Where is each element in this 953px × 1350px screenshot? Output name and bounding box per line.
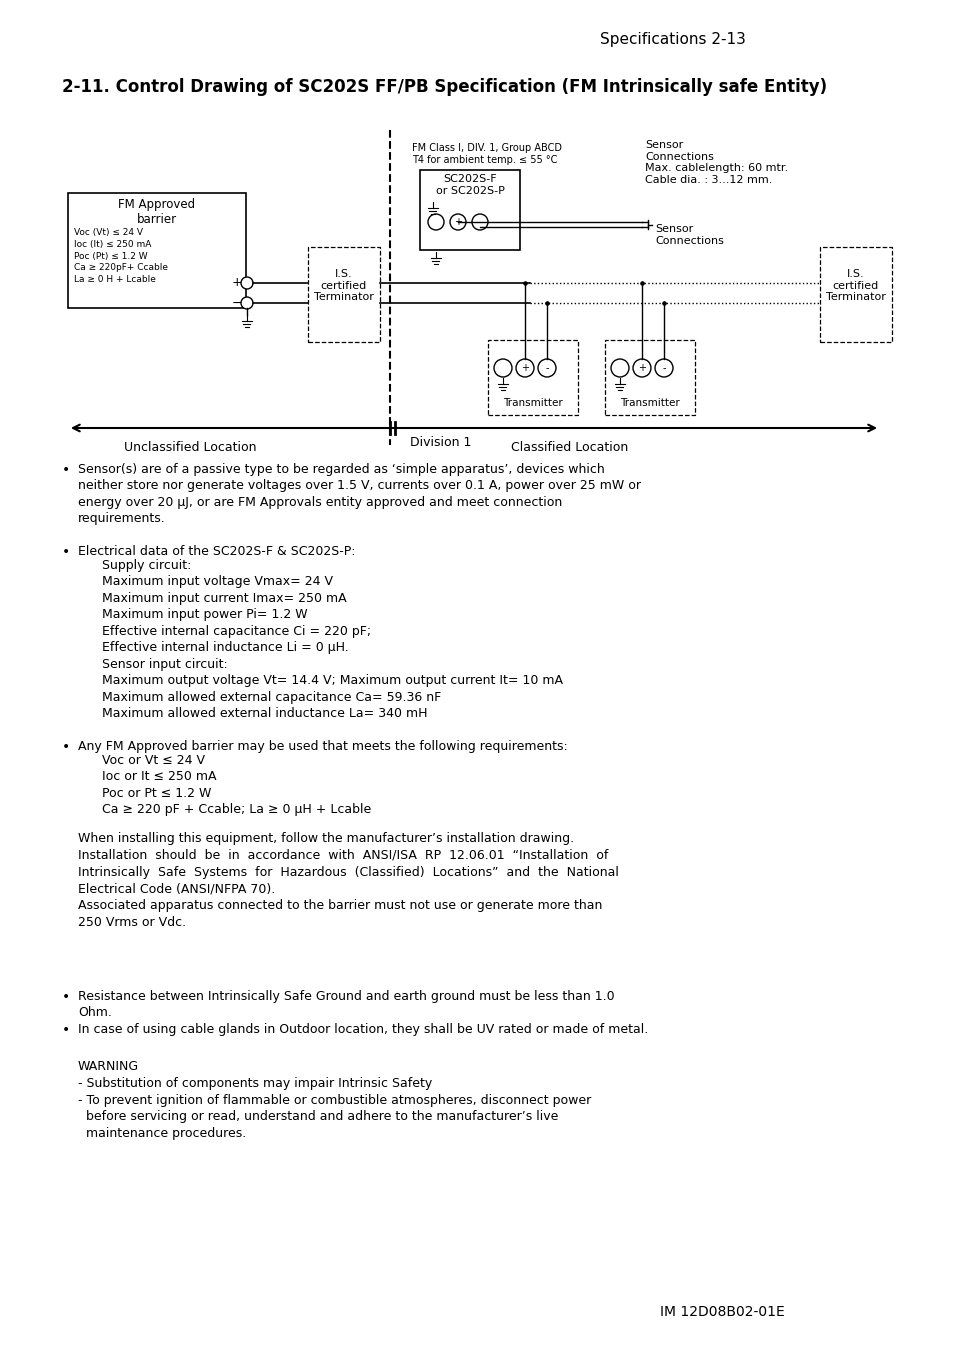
Text: Transmitter: Transmitter: [619, 398, 679, 408]
Text: In case of using cable glands in Outdoor location, they shall be UV rated or mad: In case of using cable glands in Outdoor…: [78, 1023, 648, 1035]
Text: I.S.
certified
Terminator: I.S. certified Terminator: [314, 269, 374, 302]
Text: •: •: [62, 463, 71, 477]
Text: SC202S-F
or SC202S-P: SC202S-F or SC202S-P: [436, 174, 504, 196]
Text: +: +: [520, 363, 529, 373]
Text: Sensor
Connections: Sensor Connections: [655, 224, 723, 246]
Bar: [488, 340, 578, 414]
Text: FM Approved
barrier: FM Approved barrier: [118, 198, 195, 225]
Text: Voc (Vt) ≤ 24 V
Ioc (It) ≤ 250 mA
Poc (Pt) ≤ 1.2 W
Ca ≥ 220pF+ Ccable
La ≥ 0 H +: Voc (Vt) ≤ 24 V Ioc (It) ≤ 250 mA Poc (P…: [74, 228, 168, 285]
Text: Voc or Vt ≤ 24 V
      Ioc or It ≤ 250 mA
      Poc or Pt ≤ 1.2 W
      Ca ≥ 220: Voc or Vt ≤ 24 V Ioc or It ≤ 250 mA Poc …: [78, 755, 371, 817]
Text: •: •: [62, 990, 71, 1004]
Circle shape: [241, 297, 253, 309]
Circle shape: [537, 359, 556, 377]
Text: •: •: [62, 545, 71, 559]
Text: Division 1: Division 1: [410, 436, 471, 450]
Text: Supply circuit:
      Maximum input voltage Vmax= 24 V
      Maximum input curre: Supply circuit: Maximum input voltage Vm…: [78, 559, 562, 721]
Bar: [68, 193, 246, 308]
Text: -: -: [477, 217, 481, 227]
Text: When installing this equipment, follow the manufacturer’s installation drawing.
: When installing this equipment, follow t…: [78, 832, 618, 929]
Bar: [604, 340, 695, 414]
Text: Sensor(s) are of a passive type to be regarded as ‘simple apparatus’, devices wh: Sensor(s) are of a passive type to be re…: [78, 463, 640, 525]
Circle shape: [450, 215, 465, 230]
Text: •: •: [62, 740, 71, 755]
Circle shape: [633, 359, 650, 377]
Text: −: −: [232, 297, 242, 309]
Text: +: +: [638, 363, 645, 373]
Circle shape: [516, 359, 534, 377]
Circle shape: [428, 215, 443, 230]
Text: Specifications 2-13: Specifications 2-13: [599, 32, 745, 47]
Text: +: +: [232, 277, 242, 289]
Text: Sensor
Connections
Max. cablelength: 60 mtr.
Cable dia. : 3...12 mm.: Sensor Connections Max. cablelength: 60 …: [644, 140, 787, 185]
Text: +: +: [454, 217, 461, 227]
Text: Transmitter: Transmitter: [502, 398, 562, 408]
Text: •: •: [62, 1023, 71, 1037]
Text: FM Class I, DIV. 1, Group ABCD
T4 for ambient temp. ≤ 55 °C: FM Class I, DIV. 1, Group ABCD T4 for am…: [412, 143, 561, 165]
Text: Resistance between Intrinsically Safe Ground and earth ground must be less than : Resistance between Intrinsically Safe Gr…: [78, 990, 614, 1019]
Text: Unclassified Location: Unclassified Location: [124, 441, 256, 454]
Text: I.S.
certified
Terminator: I.S. certified Terminator: [825, 269, 885, 302]
Text: Classified Location: Classified Location: [511, 441, 628, 454]
Bar: [419, 170, 519, 250]
Text: 2-11. Control Drawing of SC202S FF/PB Specification (FM Intrinsically safe Entit: 2-11. Control Drawing of SC202S FF/PB Sp…: [62, 78, 826, 96]
Text: -: -: [545, 363, 548, 373]
Text: Any FM Approved barrier may be used that meets the following requirements:: Any FM Approved barrier may be used that…: [78, 740, 567, 753]
Circle shape: [241, 277, 253, 289]
Bar: [820, 247, 891, 342]
Text: WARNING
- Substitution of components may impair Intrinsic Safety
- To prevent ig: WARNING - Substitution of components may…: [78, 1060, 591, 1141]
Circle shape: [472, 215, 488, 230]
Text: IM 12D08B02-01E: IM 12D08B02-01E: [659, 1305, 784, 1319]
Circle shape: [655, 359, 672, 377]
Bar: [308, 247, 379, 342]
Text: -: -: [661, 363, 665, 373]
Text: Electrical data of the SC202S-F & SC202S-P:: Electrical data of the SC202S-F & SC202S…: [78, 545, 355, 558]
Circle shape: [494, 359, 512, 377]
Circle shape: [610, 359, 628, 377]
